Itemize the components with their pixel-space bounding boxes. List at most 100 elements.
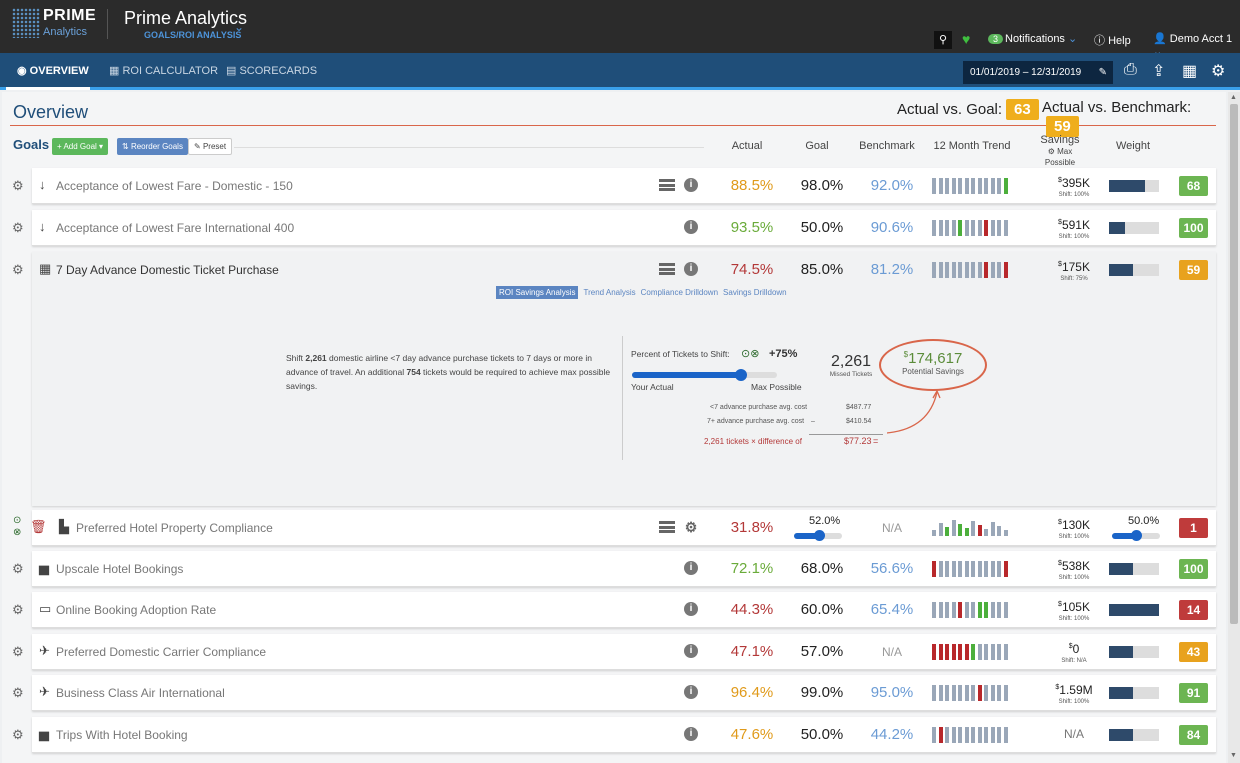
tab-roi-calculator[interactable]: ▦ ROI CALCULATOR bbox=[109, 64, 218, 77]
calendar-icon: ▦ bbox=[39, 261, 52, 276]
row-gear-icon[interactable]: ⚙ bbox=[12, 644, 24, 659]
app-subtitle[interactable]: GOALS/ROI ANALYSIS bbox=[144, 30, 242, 40]
gear-icon[interactable]: ⚙ bbox=[684, 519, 698, 535]
reorder-goals-button[interactable]: ⇅ Reorder Goals bbox=[117, 138, 188, 155]
trend-sparkbars[interactable] bbox=[932, 177, 1012, 194]
date-range-picker[interactable]: 01/01/2019 – 12/31/2019 ✎ bbox=[963, 61, 1113, 84]
subtab-roi-savings[interactable]: ROI Savings Analysis bbox=[496, 286, 579, 299]
stack-icon[interactable] bbox=[659, 179, 675, 191]
goal-slider[interactable] bbox=[794, 530, 842, 541]
goal-row-expanded[interactable]: ⚙ ▦ 7 Day Advance Domestic Ticket Purcha… bbox=[12, 252, 1216, 460]
search-icon[interactable]: ⚲ bbox=[934, 31, 952, 49]
goal-name[interactable]: Preferred Domestic Carrier Compliance bbox=[56, 645, 267, 659]
col-benchmark[interactable]: Benchmark bbox=[859, 140, 915, 152]
scroll-up-icon[interactable]: ▲ bbox=[1230, 94, 1237, 101]
col-trend[interactable]: 12 Month Trend bbox=[933, 140, 1011, 152]
preset-button[interactable]: ✎ Preset bbox=[188, 138, 233, 155]
col-savings[interactable]: Savings ⚙ Max Possible bbox=[1034, 135, 1086, 168]
row-gear-icon[interactable]: ⚙ bbox=[12, 727, 24, 742]
goal-row[interactable]: ⚙ ✈ Preferred Domestic Carrier Complianc… bbox=[12, 634, 1216, 670]
check-cancel-icons[interactable]: ⊙⊗ bbox=[741, 348, 760, 360]
goal-name[interactable]: Trips With Hotel Booking bbox=[56, 728, 188, 742]
print-icon[interactable]: ⎙ bbox=[1124, 61, 1137, 78]
stack-icon[interactable] bbox=[659, 521, 675, 533]
help-link[interactable]: ⓘ Help bbox=[1094, 32, 1131, 48]
chevron-down-icon[interactable]: ⌄ bbox=[234, 20, 245, 34]
stack-icon[interactable] bbox=[659, 263, 675, 275]
confirm-cancel-icons[interactable]: ⊙ ⊗ bbox=[13, 515, 22, 538]
goal-name[interactable]: Business Class Air International bbox=[56, 686, 225, 700]
goal-row[interactable]: ⚙ ▅ Upscale Hotel Bookings i 72.1% 68.0%… bbox=[12, 551, 1216, 587]
goal-name[interactable]: Upscale Hotel Bookings bbox=[56, 562, 184, 576]
vertical-scrollbar[interactable] bbox=[1228, 92, 1240, 763]
trend-sparkbars[interactable] bbox=[932, 601, 1012, 618]
info-icon[interactable]: i bbox=[684, 262, 698, 276]
user-icon: 👤 bbox=[1153, 33, 1167, 45]
info-icon[interactable]: i bbox=[684, 602, 698, 616]
goal-row[interactable]: ⚙ ▭ Online Booking Adoption Rate i 44.3%… bbox=[12, 592, 1216, 628]
row-gear-icon[interactable]: ⚙ bbox=[12, 602, 24, 617]
shift-slider[interactable] bbox=[632, 369, 777, 381]
trend-sparkbars[interactable] bbox=[932, 726, 1012, 743]
info-icon[interactable]: i bbox=[684, 178, 698, 192]
trash-icon[interactable]: 🗑 bbox=[30, 519, 47, 534]
trend-sparkbars[interactable] bbox=[932, 219, 1012, 236]
trend-bar bbox=[951, 520, 956, 536]
heart-icon[interactable]: ♥ bbox=[962, 31, 971, 47]
add-goal-button[interactable]: + Add Goal ▾ bbox=[52, 138, 109, 155]
tab-overview[interactable]: ◉ OVERVIEW bbox=[17, 64, 89, 77]
info-icon[interactable]: i bbox=[684, 220, 698, 234]
info-icon[interactable]: i bbox=[684, 727, 698, 741]
goal-row[interactable]: ⚙ ✈ Business Class Air International i 9… bbox=[12, 675, 1216, 711]
actual-value: 72.1% bbox=[730, 560, 774, 577]
score-badge: 84 bbox=[1179, 725, 1208, 745]
subtab-trend[interactable]: Trend Analysis bbox=[583, 288, 636, 297]
scrollbar-thumb[interactable] bbox=[1230, 104, 1238, 624]
roi-description: Shift 2,261 domestic airline <7 day adva… bbox=[286, 351, 616, 393]
col-weight[interactable]: Weight bbox=[1115, 140, 1151, 152]
col-actual[interactable]: Actual bbox=[731, 140, 763, 152]
trend-sparkbars[interactable] bbox=[932, 261, 1012, 278]
calendar-icon[interactable]: ▦ bbox=[1182, 63, 1198, 80]
col-goal[interactable]: Goal bbox=[805, 140, 829, 152]
info-icon[interactable]: i bbox=[684, 561, 698, 575]
slider-handle[interactable] bbox=[813, 530, 825, 541]
info-icon[interactable]: i bbox=[684, 685, 698, 699]
goal-name[interactable]: Preferred Hotel Property Compliance bbox=[76, 521, 273, 535]
goal-row[interactable]: ⚙ ↓ Acceptance of Lowest Fare - Domestic… bbox=[12, 168, 1216, 204]
goal-row[interactable]: ⚙ ▅ Trips With Hotel Booking i 47.6% 50.… bbox=[12, 717, 1216, 753]
prime-logo[interactable]: PRIME Analytics bbox=[12, 7, 112, 40]
goal-name[interactable]: Acceptance of Lowest Fare - Domestic - 1… bbox=[56, 179, 293, 193]
goal-row[interactable]: ⚙ ↓ Acceptance of Lowest Fare Internatio… bbox=[12, 210, 1216, 246]
trend-sparkbars[interactable] bbox=[932, 684, 1012, 701]
row-gear-icon[interactable]: ⚙ bbox=[12, 262, 24, 277]
row-gear-icon[interactable]: ⚙ bbox=[12, 220, 24, 235]
expanded-goal-panel bbox=[32, 252, 1216, 506]
trend-sparkbars[interactable] bbox=[932, 643, 1012, 660]
row-gear-icon[interactable]: ⚙ bbox=[12, 685, 24, 700]
app-title[interactable]: Prime Analytics bbox=[124, 8, 248, 28]
slider-handle[interactable] bbox=[1131, 530, 1142, 541]
subtab-compliance[interactable]: Compliance Drilldown bbox=[640, 288, 719, 297]
goal-name[interactable]: 7 Day Advance Domestic Ticket Purchase bbox=[56, 263, 279, 277]
goal-name[interactable]: Online Booking Adoption Rate bbox=[56, 603, 217, 617]
goal-row-editing[interactable]: ⊙ ⊗ 🗑 ▙ Preferred Hotel Property Complian… bbox=[13, 510, 1216, 546]
account-menu[interactable]: 👤 Demo Acct 1 ⌄ bbox=[1153, 32, 1240, 58]
trend-sparkbars[interactable] bbox=[932, 560, 1012, 577]
slider-handle[interactable] bbox=[734, 369, 747, 381]
settings-gear-icon[interactable]: ⚙ bbox=[1211, 63, 1226, 80]
trend-sparkbars[interactable] bbox=[932, 519, 1012, 536]
trend-bar bbox=[997, 262, 1001, 278]
row-gear-icon[interactable]: ⚙ bbox=[12, 561, 24, 576]
goal-name[interactable]: Acceptance of Lowest Fare International … bbox=[56, 221, 295, 235]
weight-slider[interactable] bbox=[1112, 530, 1160, 541]
row-gear-icon[interactable]: ⚙ bbox=[12, 178, 24, 193]
notification-count-badge: 3 bbox=[988, 34, 1004, 44]
pencil-icon[interactable]: ✎ bbox=[1098, 67, 1107, 78]
scroll-down-icon[interactable]: ▼ bbox=[1230, 752, 1237, 759]
tab-scorecards[interactable]: ▤ SCORECARDS bbox=[226, 64, 317, 77]
notifications-menu[interactable]: 3 Notifications ⌄ bbox=[988, 32, 1077, 45]
subtab-savings[interactable]: Savings Drilldown bbox=[723, 288, 787, 297]
share-icon[interactable]: ⇪ bbox=[1152, 63, 1166, 80]
info-icon[interactable]: i bbox=[684, 644, 698, 658]
